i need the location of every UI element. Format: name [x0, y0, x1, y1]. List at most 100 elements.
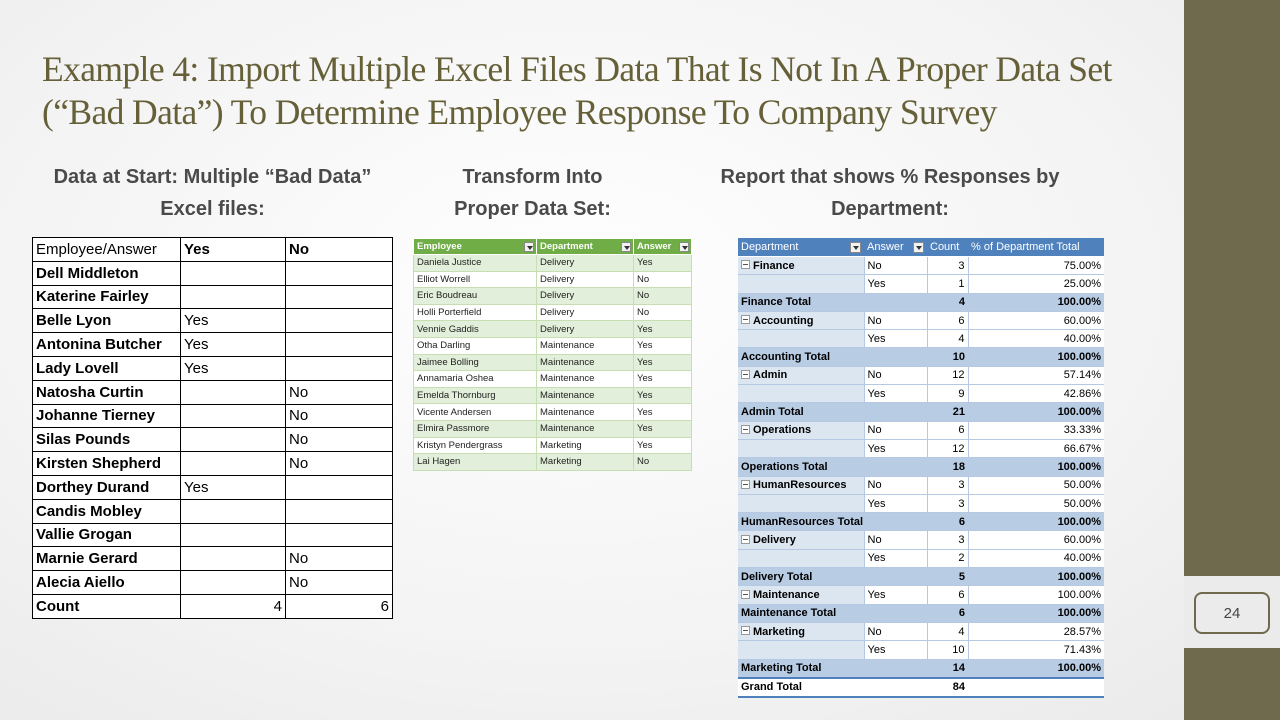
yes-cell	[180, 260, 286, 286]
department-cell	[738, 640, 864, 660]
section-heading-report: Report that shows % Responses by Departm…	[720, 166, 1060, 220]
table-row: Kirsten Shepherd No	[32, 451, 393, 476]
column-header-employee: Employee	[413, 238, 537, 255]
count-cell: 3	[926, 256, 968, 276]
department-name: Finance	[753, 259, 795, 272]
total-count: 21	[927, 402, 968, 422]
table-row: Lai Hagen Marketing No	[413, 453, 692, 471]
count-cell: 3	[926, 476, 968, 495]
department-total-row: Accounting Total 10 100.00%	[738, 347, 1104, 367]
filter-dropdown-icon[interactable]	[621, 242, 631, 252]
percent-cell: 66.67%	[967, 439, 1104, 459]
collapse-icon[interactable]	[741, 370, 750, 380]
no-cell	[285, 332, 393, 357]
collapse-icon[interactable]	[741, 479, 750, 489]
answer-cell: No	[633, 287, 692, 305]
total-count: 6	[927, 512, 968, 532]
collapse-icon[interactable]	[741, 260, 750, 270]
percent-cell: 60.00%	[967, 530, 1104, 550]
total-percent: 100.00%	[968, 457, 1104, 477]
employee-name-cell: Dorthey Durand	[32, 474, 181, 500]
yes-cell	[180, 379, 286, 405]
department-cell: Delivery	[536, 254, 634, 272]
answer-cell: Yes	[633, 353, 692, 372]
yes-cell: Yes	[180, 308, 286, 334]
page-number: 24	[1194, 592, 1270, 634]
column-header-label: Answer	[637, 241, 672, 252]
department-cell: Delivery	[536, 320, 634, 338]
table-row: Elmira Passmore Maintenance Yes	[413, 419, 692, 438]
filter-dropdown-icon[interactable]	[913, 242, 924, 253]
employee-name-cell: Kirsten Shepherd	[32, 451, 181, 476]
department-name: HumanResources	[753, 479, 847, 492]
collapse-icon[interactable]	[741, 626, 750, 636]
employee-cell: Elmira Passmore	[413, 419, 537, 438]
yes-cell: Yes	[180, 474, 286, 500]
department-cell: Delivery	[738, 530, 864, 550]
count-cell: 2	[926, 549, 968, 569]
answer-cell: Yes	[633, 370, 692, 388]
total-percent: 100.00%	[968, 293, 1104, 312]
department-cell	[738, 384, 864, 404]
employee-name-cell: Belle Lyon	[32, 308, 181, 334]
percent-cell: 28.57%	[967, 622, 1104, 642]
total-label: Delivery Total	[738, 567, 927, 587]
department-cell: Maintenance	[536, 419, 634, 438]
yes-cell	[180, 427, 286, 453]
percent-cell: 40.00%	[967, 549, 1104, 569]
collapse-icon[interactable]	[741, 589, 750, 599]
department-cell: Marketing	[536, 436, 634, 455]
collapse-icon[interactable]	[741, 424, 750, 434]
yes-cell	[180, 284, 286, 310]
column-header-answer: Answer	[864, 238, 927, 257]
count-no: 6	[285, 593, 393, 619]
employee-name-cell: Vallie Grogan	[32, 522, 181, 548]
answer-cell: Yes	[863, 274, 927, 294]
no-cell: No	[285, 451, 393, 476]
count-cell: 3	[926, 494, 968, 514]
filter-dropdown-icon[interactable]	[679, 242, 689, 252]
answer-cell: No	[863, 256, 927, 276]
collapse-icon[interactable]	[741, 534, 750, 544]
pivot-row: Accounting No 6 60.00%	[738, 311, 1104, 331]
employee-cell: Holli Porterfield	[413, 303, 537, 322]
answer-cell: No	[863, 311, 927, 331]
percent-cell: 25.00%	[967, 274, 1104, 294]
column-header-answer: Answer	[633, 238, 692, 255]
total-label: Admin Total	[738, 402, 927, 422]
pivot-row: Marketing No 4 28.57%	[738, 622, 1104, 642]
proper-data-table: Employee Department Answer Daniela Justi…	[413, 238, 692, 471]
employee-name-cell: Silas Pounds	[32, 427, 181, 453]
department-cell: Maintenance	[536, 370, 634, 388]
answer-cell: No	[863, 530, 927, 550]
employee-name-cell: Katerine Fairley	[32, 284, 181, 310]
table-row: Elliot Worrell Delivery No	[413, 270, 692, 289]
department-cell: Admin	[738, 366, 864, 386]
filter-dropdown-icon[interactable]	[850, 242, 861, 253]
count-cell: 4	[926, 622, 968, 642]
collapse-icon[interactable]	[741, 315, 750, 325]
column-header-label: Department	[540, 241, 593, 252]
department-cell: Maintenance	[536, 403, 634, 421]
pivot-row: Delivery No 3 60.00%	[738, 530, 1104, 550]
percent-cell: 60.00%	[967, 311, 1104, 331]
department-name: Maintenance	[753, 588, 820, 601]
total-label: Operations Total	[738, 457, 927, 477]
percent-cell: 57.14%	[967, 366, 1104, 386]
pivot-row: Finance No 3 75.00%	[738, 256, 1104, 276]
answer-cell: Yes	[863, 329, 927, 349]
pivot-row: Operations No 6 33.33%	[738, 421, 1104, 440]
no-cell	[285, 284, 393, 310]
filter-dropdown-icon[interactable]	[524, 242, 534, 252]
employee-cell: Daniela Justice	[413, 254, 537, 272]
pivot-header-row: Department Answer Count % of Department …	[738, 238, 1104, 257]
employee-cell: Jaimee Bolling	[413, 353, 537, 372]
total-percent: 100.00%	[968, 347, 1104, 367]
answer-cell: No	[863, 476, 927, 495]
bad-data-count-row: Count 4 6	[32, 593, 393, 619]
no-cell: No	[285, 379, 393, 405]
total-label: HumanResources Total	[738, 512, 927, 532]
department-total-row: Marketing Total 14 100.00%	[738, 659, 1104, 679]
total-count: 14	[927, 659, 968, 679]
percent-cell: 40.00%	[967, 329, 1104, 349]
